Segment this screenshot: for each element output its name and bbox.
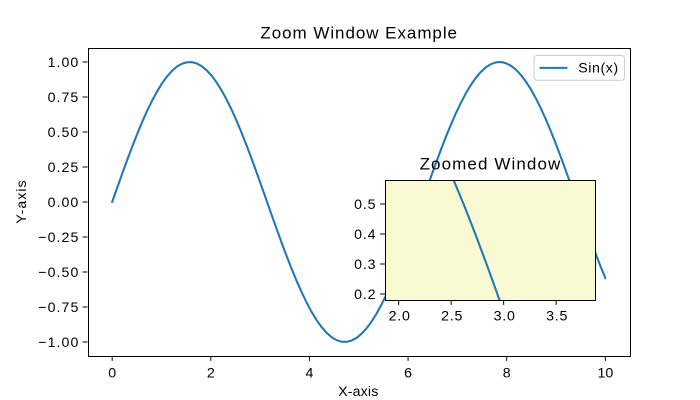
svg-text:X-axis: X-axis [338,384,378,400]
svg-text:2.0: 2.0 [389,308,411,324]
svg-text:−1.00: −1.00 [38,335,79,351]
svg-text:3.5: 3.5 [546,308,568,324]
svg-text:2: 2 [207,366,215,382]
svg-text:−0.25: −0.25 [38,230,79,246]
svg-text:Sin(x): Sin(x) [578,61,618,77]
svg-text:0: 0 [108,366,116,382]
svg-text:−0.75: −0.75 [38,300,79,316]
svg-text:0.75: 0.75 [48,90,80,106]
svg-text:10: 10 [597,366,613,382]
svg-text:Zoom Window Example: Zoom Window Example [260,24,458,43]
svg-text:0.25: 0.25 [48,160,80,176]
svg-text:Y-axis: Y-axis [14,179,30,223]
svg-text:8: 8 [503,366,511,382]
svg-text:0.3: 0.3 [354,257,376,273]
svg-text:0.2: 0.2 [354,287,376,303]
svg-text:0.4: 0.4 [354,227,376,243]
svg-text:Zoomed Window: Zoomed Window [420,155,562,174]
svg-text:0.5: 0.5 [354,197,376,213]
svg-text:3.0: 3.0 [494,308,516,324]
svg-text:2.5: 2.5 [441,308,463,324]
svg-text:0.00: 0.00 [48,195,80,211]
svg-text:0.50: 0.50 [48,125,80,141]
svg-text:−0.50: −0.50 [38,265,79,281]
svg-text:1.00: 1.00 [48,55,80,71]
svg-text:4: 4 [305,366,313,382]
svg-text:6: 6 [404,366,412,382]
